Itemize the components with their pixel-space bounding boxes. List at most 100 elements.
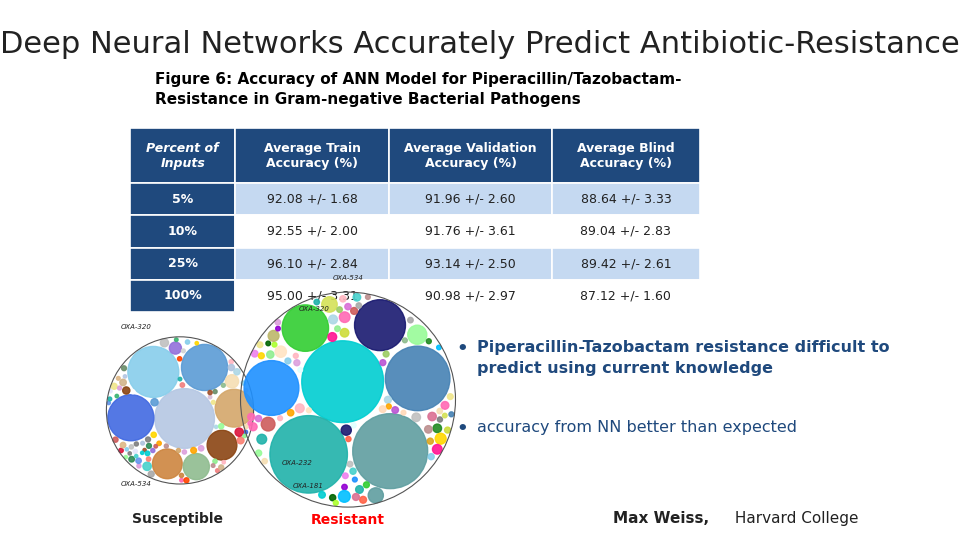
Circle shape <box>428 413 436 421</box>
Circle shape <box>146 457 151 461</box>
FancyBboxPatch shape <box>130 183 235 215</box>
Circle shape <box>272 342 276 347</box>
FancyBboxPatch shape <box>552 215 700 248</box>
Circle shape <box>208 390 212 395</box>
Text: Average Blind
Accuracy (%): Average Blind Accuracy (%) <box>577 141 675 170</box>
Circle shape <box>243 434 247 438</box>
Circle shape <box>255 415 262 422</box>
Text: Figure 6: Accuracy of ANN Model for Piperacillin/Tazobactam-: Figure 6: Accuracy of ANN Model for Pipe… <box>155 72 682 87</box>
Circle shape <box>348 461 352 467</box>
Circle shape <box>319 491 325 498</box>
Text: OXA-181: OXA-181 <box>293 483 324 489</box>
Text: Resistance in Gram-negative Bacterial Pathogens: Resistance in Gram-negative Bacterial Pa… <box>155 92 581 107</box>
Text: Deep Neural Networks Accurately Predict Antibiotic-Resistance: Deep Neural Networks Accurately Predict … <box>0 30 960 59</box>
Circle shape <box>294 353 299 358</box>
Circle shape <box>369 488 383 503</box>
Circle shape <box>257 342 263 348</box>
Circle shape <box>354 300 405 350</box>
Circle shape <box>160 339 169 347</box>
FancyBboxPatch shape <box>552 248 700 280</box>
Text: 96.10 +/- 2.84: 96.10 +/- 2.84 <box>267 257 358 270</box>
Circle shape <box>199 446 204 451</box>
FancyBboxPatch shape <box>235 183 390 215</box>
Text: OXA-534: OXA-534 <box>332 275 364 281</box>
Circle shape <box>128 452 132 455</box>
Circle shape <box>356 303 362 308</box>
Circle shape <box>343 473 348 478</box>
Circle shape <box>143 448 146 452</box>
Text: Percent of
Inputs: Percent of Inputs <box>147 141 219 170</box>
Text: 89.42 +/- 2.61: 89.42 +/- 2.61 <box>581 257 671 270</box>
Text: 10%: 10% <box>168 225 198 238</box>
Circle shape <box>255 450 262 456</box>
Circle shape <box>266 341 271 346</box>
Circle shape <box>136 458 141 463</box>
Circle shape <box>380 360 386 366</box>
Circle shape <box>215 389 253 427</box>
Circle shape <box>178 357 181 361</box>
Circle shape <box>108 397 111 401</box>
Circle shape <box>214 426 218 428</box>
Circle shape <box>180 383 184 387</box>
FancyBboxPatch shape <box>552 128 700 183</box>
Circle shape <box>244 389 248 392</box>
Text: 92.55 +/- 2.00: 92.55 +/- 2.00 <box>267 225 358 238</box>
Circle shape <box>237 437 244 444</box>
FancyBboxPatch shape <box>130 215 235 248</box>
Text: OXA-534: OXA-534 <box>121 481 152 488</box>
Text: 88.64 +/- 3.33: 88.64 +/- 3.33 <box>581 193 671 206</box>
Circle shape <box>442 402 449 409</box>
Circle shape <box>340 296 347 302</box>
Circle shape <box>262 458 267 464</box>
Circle shape <box>268 330 279 341</box>
Circle shape <box>352 477 357 482</box>
Circle shape <box>270 416 348 493</box>
Circle shape <box>111 383 117 389</box>
Circle shape <box>342 484 348 490</box>
Circle shape <box>252 350 258 357</box>
Circle shape <box>184 478 189 483</box>
Text: 91.76 +/- 3.61: 91.76 +/- 3.61 <box>425 225 516 238</box>
Circle shape <box>179 377 181 381</box>
Text: 25%: 25% <box>168 257 198 270</box>
Circle shape <box>108 395 154 441</box>
Circle shape <box>257 434 267 444</box>
Circle shape <box>287 410 294 416</box>
Circle shape <box>296 404 304 413</box>
Circle shape <box>185 340 190 344</box>
Circle shape <box>360 496 367 503</box>
Circle shape <box>261 417 275 431</box>
Circle shape <box>355 485 363 494</box>
Circle shape <box>333 501 338 505</box>
FancyBboxPatch shape <box>235 215 390 248</box>
Circle shape <box>408 318 413 323</box>
Circle shape <box>143 462 152 470</box>
Circle shape <box>219 465 224 470</box>
Circle shape <box>113 437 118 442</box>
Circle shape <box>350 468 356 474</box>
Circle shape <box>340 328 348 337</box>
Circle shape <box>211 464 215 468</box>
Circle shape <box>145 451 150 456</box>
Circle shape <box>207 430 237 460</box>
Circle shape <box>250 423 257 431</box>
FancyBboxPatch shape <box>130 128 235 183</box>
Text: accuracy from NN better than expected: accuracy from NN better than expected <box>477 420 797 435</box>
Circle shape <box>222 461 226 464</box>
Text: OXA-232: OXA-232 <box>281 460 313 466</box>
FancyBboxPatch shape <box>390 128 552 183</box>
Circle shape <box>437 408 443 414</box>
Text: 92.08 +/- 1.68: 92.08 +/- 1.68 <box>267 193 358 206</box>
Circle shape <box>267 351 274 358</box>
Circle shape <box>244 424 248 429</box>
Circle shape <box>385 346 450 411</box>
Text: 95.00 +/- 3.31: 95.00 +/- 3.31 <box>267 289 358 302</box>
Text: OXA-320: OXA-320 <box>299 306 329 312</box>
Circle shape <box>294 360 300 366</box>
Circle shape <box>146 437 151 442</box>
Circle shape <box>120 442 126 448</box>
FancyBboxPatch shape <box>390 280 552 312</box>
Circle shape <box>134 455 138 458</box>
FancyBboxPatch shape <box>390 183 552 215</box>
Circle shape <box>427 438 433 444</box>
